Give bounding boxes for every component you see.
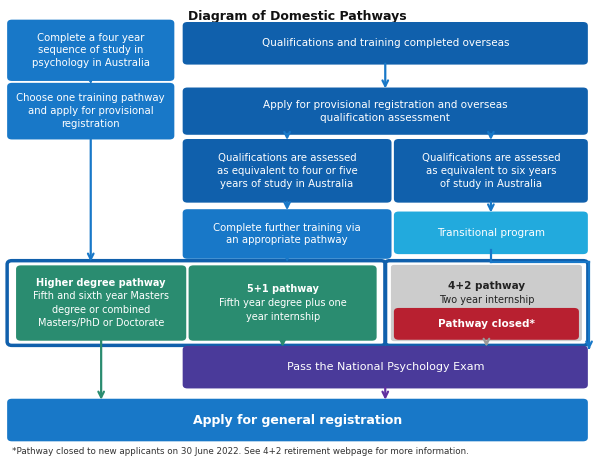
Text: Choose one training pathway
and apply for provisional
registration: Choose one training pathway and apply fo… — [17, 93, 165, 129]
Text: *Pathway closed to new applicants on 30 June 2022. See 4+2 retirement webpage fo: *Pathway closed to new applicants on 30 … — [12, 447, 469, 456]
Text: Diagram of Domestic Pathways: Diagram of Domestic Pathways — [188, 10, 407, 23]
FancyBboxPatch shape — [183, 209, 392, 259]
Text: Masters/PhD or Doctorate: Masters/PhD or Doctorate — [38, 318, 164, 329]
Text: Qualifications are assessed
as equivalent to six years
of study in Australia: Qualifications are assessed as equivalen… — [422, 153, 560, 189]
Text: 4+2 pathway: 4+2 pathway — [448, 281, 525, 292]
Text: Qualifications are assessed
as equivalent to four or five
years of study in Aust: Qualifications are assessed as equivalen… — [217, 153, 358, 189]
FancyBboxPatch shape — [16, 265, 186, 341]
Text: degree or combined: degree or combined — [52, 305, 151, 315]
FancyBboxPatch shape — [183, 346, 588, 388]
Text: Complete a four year
sequence of study in
psychology in Australia: Complete a four year sequence of study i… — [32, 32, 150, 68]
Text: Fifth and sixth year Masters: Fifth and sixth year Masters — [33, 291, 169, 301]
FancyBboxPatch shape — [7, 399, 588, 441]
Text: Qualifications and training completed overseas: Qualifications and training completed ov… — [262, 38, 509, 48]
Text: Pathway closed*: Pathway closed* — [438, 319, 535, 329]
FancyBboxPatch shape — [7, 83, 174, 139]
FancyBboxPatch shape — [189, 265, 377, 341]
Text: 5+1 pathway: 5+1 pathway — [247, 285, 318, 294]
FancyBboxPatch shape — [183, 139, 392, 203]
Text: Higher degree pathway: Higher degree pathway — [36, 278, 166, 288]
FancyBboxPatch shape — [391, 265, 582, 341]
FancyBboxPatch shape — [7, 20, 174, 81]
Text: Apply for general registration: Apply for general registration — [193, 414, 402, 426]
FancyBboxPatch shape — [394, 212, 588, 254]
Text: Complete further training via
an appropriate pathway: Complete further training via an appropr… — [213, 223, 361, 245]
Text: Fifth year degree plus one: Fifth year degree plus one — [219, 298, 346, 308]
Text: Two year internship: Two year internship — [439, 295, 534, 306]
FancyBboxPatch shape — [394, 308, 579, 340]
FancyBboxPatch shape — [394, 139, 588, 203]
Text: year internship: year internship — [246, 312, 320, 322]
Text: Apply for provisional registration and overseas
qualification assessment: Apply for provisional registration and o… — [263, 100, 508, 123]
Text: Pass the National Psychology Exam: Pass the National Psychology Exam — [287, 362, 484, 372]
FancyBboxPatch shape — [183, 88, 588, 135]
Text: Transitional program: Transitional program — [437, 228, 545, 238]
FancyBboxPatch shape — [183, 22, 588, 65]
